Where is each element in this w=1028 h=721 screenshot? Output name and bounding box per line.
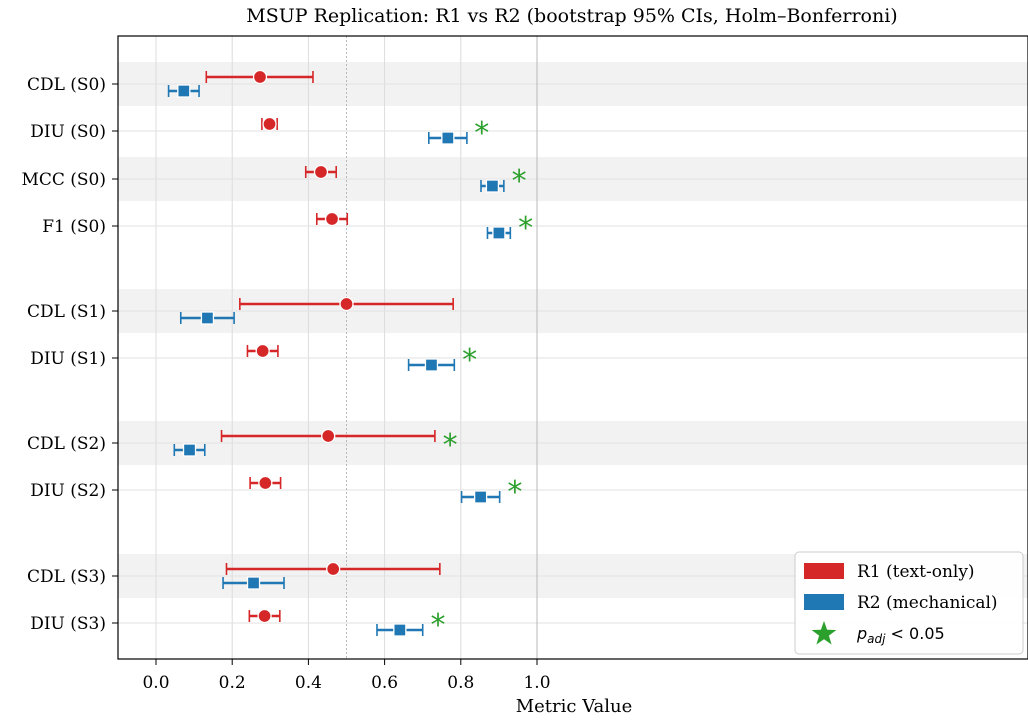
legend-entry-sig: padj < 0.05 — [811, 621, 945, 646]
x-tick-label: 0.6 — [371, 673, 398, 693]
r2-interval — [376, 623, 424, 637]
significance-star: * — [512, 164, 527, 199]
x-axis-label: Metric Value — [516, 696, 633, 717]
legend-label-r1: R1 (text-only) — [857, 562, 975, 582]
r2-point — [441, 131, 455, 145]
r1-point — [262, 116, 277, 132]
r2-interval — [460, 490, 501, 504]
r2-interval — [173, 443, 206, 457]
y-tick-label: F1 (S0) — [42, 217, 106, 237]
y-tick-label: CDL (S3) — [27, 567, 106, 587]
legend-box — [794, 551, 1024, 655]
significance-star: * — [474, 116, 489, 151]
r2-point — [182, 443, 197, 457]
chart-title: MSUP Replication: R1 vs R2 (bootstrap 95… — [246, 5, 897, 27]
r1-point — [339, 296, 354, 312]
r1-point — [258, 475, 273, 491]
legend-swatch-r1 — [804, 563, 844, 579]
r1-point — [326, 561, 341, 577]
r2-point — [246, 576, 261, 590]
r1-interval — [261, 116, 278, 132]
legend-label-r2: R2 (mechanical) — [857, 593, 998, 613]
gridlines — [118, 36, 1028, 659]
significance-star: * — [518, 211, 533, 246]
legend: R1 (text-only) R2 (mechanical) padj < 0.05 — [794, 551, 1024, 655]
r1-point — [321, 428, 336, 444]
r1-interval — [205, 69, 314, 85]
r2-interval — [407, 358, 456, 372]
x-tick-label: 0.8 — [447, 673, 474, 693]
legend-entry-r1: R1 (text-only) — [804, 562, 975, 582]
legend-star-icon — [811, 621, 837, 645]
y-tick-label: CDL (S0) — [27, 75, 106, 95]
y-tick-label: DIU (S2) — [30, 481, 106, 501]
r2-interval — [179, 311, 235, 325]
r1-interval — [246, 343, 279, 359]
r2-interval — [480, 179, 505, 193]
r2-interval — [427, 131, 468, 145]
r1-point — [255, 343, 270, 359]
r2-point — [473, 490, 488, 504]
x-tick-label: 1.0 — [523, 673, 550, 693]
significance-star: * — [430, 608, 445, 643]
row-bands — [118, 62, 1028, 598]
r1-interval — [248, 608, 281, 624]
data-marks: * * * * * * * — [167, 69, 533, 643]
r2-interval — [167, 84, 200, 98]
r1-interval — [304, 164, 338, 180]
r1-interval — [220, 428, 436, 444]
r2-interval — [222, 576, 285, 590]
r1-point — [257, 608, 272, 624]
r1-interval — [225, 561, 441, 577]
r1-point — [252, 69, 268, 85]
y-axis: CDL (S0) DIU (S0) MCC (S0) F1 (S0) CDL (S1) D… — [21, 75, 118, 634]
r1-interval — [239, 296, 454, 312]
r2-point — [485, 179, 500, 193]
legend-entry-r2: R2 (mechanical) — [804, 593, 998, 613]
x-axis: 0.0 0.2 0.4 0.6 0.8 1.0 — [142, 659, 551, 693]
y-tick-label: DIU (S1) — [30, 349, 106, 369]
x-tick-label: 0.4 — [295, 673, 322, 693]
y-tick-label: MCC (S0) — [21, 170, 106, 190]
r1-interval — [315, 211, 349, 227]
x-tick-label: 0.2 — [219, 673, 246, 693]
y-tick-label: CDL (S1) — [27, 302, 106, 322]
y-tick-label: DIU (S3) — [30, 614, 106, 634]
reference-lines — [346, 36, 538, 659]
significance-star: * — [462, 343, 477, 378]
y-tick-label: CDL (S2) — [27, 434, 106, 454]
r2-point — [393, 623, 407, 637]
significance-star: * — [443, 428, 458, 463]
significance-star: * — [507, 475, 522, 510]
r1-point — [313, 164, 329, 180]
r1-interval — [249, 475, 282, 491]
y-tick-label: DIU (S0) — [30, 122, 106, 142]
plot-frame — [117, 35, 1028, 660]
legend-swatch-r2 — [804, 594, 844, 610]
r2-interval — [486, 226, 512, 240]
r2-point — [177, 84, 191, 98]
x-tick-label: 0.0 — [142, 673, 169, 693]
r2-point — [424, 358, 439, 372]
r2-point — [200, 311, 215, 325]
legend-label-sig: padj < 0.05 — [856, 624, 945, 646]
r2-point — [492, 226, 506, 240]
r1-point — [324, 211, 340, 227]
